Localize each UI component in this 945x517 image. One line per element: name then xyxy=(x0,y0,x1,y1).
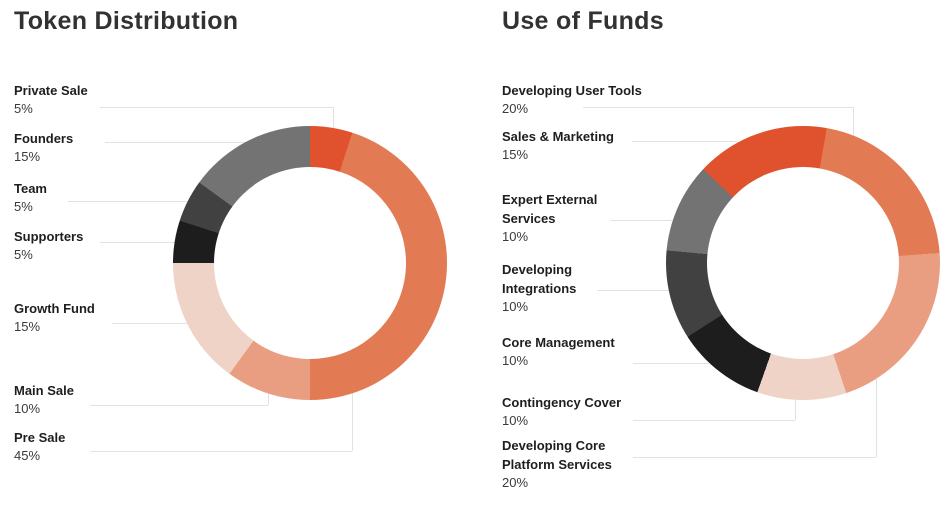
donut-chart-use-of-funds xyxy=(666,126,940,400)
legend-value: 5% xyxy=(14,101,33,116)
leader-line xyxy=(100,242,175,243)
legend-value: 20% xyxy=(502,101,529,116)
leader-line xyxy=(105,142,246,143)
donut-hole xyxy=(707,167,899,359)
legend-item: Developing Core Platform Services 20% xyxy=(502,436,612,491)
leader-line xyxy=(795,400,796,420)
legend-item: Expert External Services 10% xyxy=(502,190,597,245)
legend-label: Founders xyxy=(14,131,74,146)
leader-line xyxy=(112,323,187,324)
legend-label: Developing Integrations xyxy=(502,262,577,296)
legend-label: Main Sale xyxy=(14,383,74,398)
legend-item: Founders 15% xyxy=(14,129,73,165)
legend-item: Team 5% xyxy=(14,179,47,215)
leader-line xyxy=(597,290,669,291)
chart-title-token-distribution: Token Distribution xyxy=(14,7,239,35)
legend-value: 10% xyxy=(502,299,529,314)
legend-label: Core Management xyxy=(502,335,615,350)
legend-value: 45% xyxy=(14,448,41,463)
legend-item: Growth Fund 15% xyxy=(14,299,95,335)
legend-item: Pre Sale 45% xyxy=(14,428,65,464)
leader-line xyxy=(333,107,334,128)
legend-label: Developing User Tools xyxy=(502,83,642,98)
leader-line xyxy=(583,107,853,108)
legend-item: Private Sale 5% xyxy=(14,81,88,117)
legend-value: 5% xyxy=(14,199,33,214)
legend-value: 20% xyxy=(502,475,529,490)
legend-label: Growth Fund xyxy=(14,301,95,316)
legend-value: 15% xyxy=(14,319,41,334)
legend-label: Expert External Services xyxy=(502,192,598,226)
leader-line xyxy=(68,201,188,202)
legend-item: Core Management 10% xyxy=(502,333,615,369)
legend-label: Contingency Cover xyxy=(502,395,622,410)
donut-chart-token-distribution xyxy=(173,126,447,400)
legend-item: Developing Integrations 10% xyxy=(502,260,576,315)
legend-value: 10% xyxy=(502,413,529,428)
legend-label: Team xyxy=(14,181,47,196)
legend-value: 10% xyxy=(14,401,41,416)
legend-label: Pre Sale xyxy=(14,430,66,445)
legend-value: 15% xyxy=(502,147,529,162)
legend-item: Main Sale 10% xyxy=(14,381,74,417)
leader-line xyxy=(100,107,333,108)
legend-label: Developing Core Platform Services xyxy=(502,438,612,472)
chart-title-use-of-funds: Use of Funds xyxy=(502,7,664,35)
legend-item: Developing User Tools 20% xyxy=(502,81,642,117)
legend-value: 15% xyxy=(14,149,41,164)
legend-item: Sales & Marketing 15% xyxy=(502,127,614,163)
legend-item: Supporters 5% xyxy=(14,227,83,263)
leader-line xyxy=(632,141,737,142)
leader-line xyxy=(853,107,854,136)
leader-line xyxy=(90,451,352,452)
legend-label: Sales & Marketing xyxy=(502,129,614,144)
legend-label: Supporters xyxy=(14,229,84,244)
leader-line xyxy=(876,379,877,457)
legend-label: Private Sale xyxy=(14,83,88,98)
leader-line xyxy=(633,420,795,421)
legend-value: 10% xyxy=(502,229,529,244)
legend-value: 10% xyxy=(502,353,529,368)
leader-line xyxy=(633,457,876,458)
legend-value: 5% xyxy=(14,247,33,262)
leader-line xyxy=(90,405,268,406)
leader-line xyxy=(633,363,709,364)
leader-line xyxy=(610,220,673,221)
leader-line xyxy=(352,393,353,451)
legend-item: Contingency Cover 10% xyxy=(502,393,621,429)
donut-hole xyxy=(214,167,406,359)
leader-line xyxy=(268,393,269,405)
